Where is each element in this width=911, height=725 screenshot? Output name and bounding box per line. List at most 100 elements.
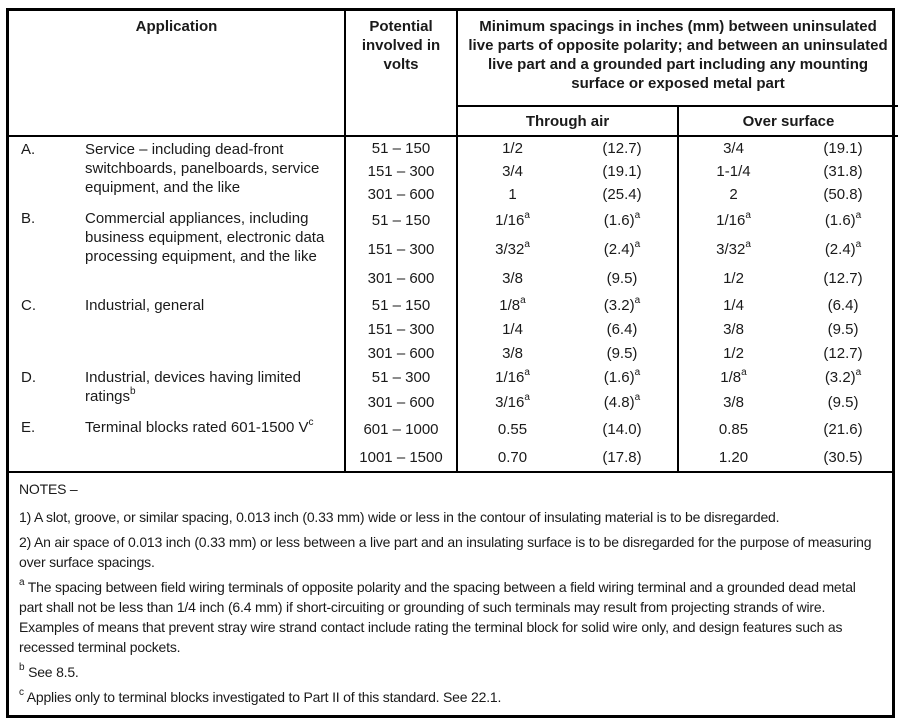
application-letter: A. (21, 141, 36, 158)
through-air-mm-cell: (4.8)a (567, 390, 679, 415)
through-air-mm-cell: (6.4) (567, 317, 679, 341)
over-surface-inches-cell: 1/2 (723, 344, 744, 362)
through-air-mm-cell: (14.0) (567, 415, 679, 443)
table-row: C. Industrial, general 51 – 150 1/8a (3.2)a 1… (9, 293, 898, 365)
over-surface-mm-cell: (6.4) (827, 296, 859, 314)
over-surface-inches-cell: 3/32a (716, 239, 751, 259)
through-air-mm-cell: (19.1) (567, 160, 679, 183)
note-item: 1) A slot, groove, or similar spacing, 0… (19, 509, 780, 525)
application-cell: C. Industrial, general (9, 293, 346, 365)
through-air-mm-cell: (17.8) (567, 443, 679, 471)
table-row: 301 – 600 1 (25.4) 2 (50.8) (9, 183, 898, 206)
volts-range-cell: 51 – 150 (345, 293, 458, 317)
application-description: Commercial appliances, including busines… (85, 210, 325, 265)
table-row: 151 – 300 3/32a (2.4)a 3/32a (2.4)a (9, 235, 898, 264)
over-surface-inches-cell: 0.85 (718, 420, 749, 438)
over-surface-mm-cell: (31.8) (823, 163, 863, 180)
volts-range-cell: 151 – 300 (345, 160, 458, 183)
over-surface-mm-cell: (3.2)a (824, 367, 862, 387)
volts-range-cell: 301 – 600 (345, 341, 458, 365)
minimum-spacings-table: Application Potential involved in volts … (9, 11, 899, 471)
col-header-through-air: Through air (457, 106, 679, 137)
table-row: 151 – 300 1/4 (6.4) 3/8 (9.5) (9, 317, 898, 341)
through-air-inches-cell: 1/2 (502, 140, 523, 157)
over-surface-inches-cell: 2 (729, 186, 738, 203)
volts-range-cell: 51 – 300 (345, 365, 458, 390)
application-cell: E. Terminal blocks rated 601-1500 Vc (9, 415, 346, 471)
header-row-2: Through air Over surface (9, 106, 899, 137)
col-header-over-surface: Over surface (678, 106, 899, 137)
through-air-inches-cell: 3/32a (495, 239, 530, 259)
through-air-inches-cell: 1/4 (502, 320, 523, 338)
through-air-inches-cell: 3/8 (502, 270, 523, 287)
over-surface-mm-cell: (12.7) (823, 270, 863, 287)
volts-range-cell: 301 – 600 (345, 390, 458, 415)
over-surface-mm-cell: (50.8) (823, 186, 863, 203)
spacings-table: Application Potential involved in volts … (6, 8, 899, 718)
through-air-inches-cell: 3/16a (495, 392, 530, 412)
over-surface-mm-cell: (30.5) (823, 448, 863, 466)
table-row: 151 – 300 3/4 (19.1) 1-1/4 (31.8) (9, 160, 898, 183)
through-air-inches-cell: 3/8 (502, 344, 523, 362)
table-body: A. Service – including dead-front switchb… (9, 136, 898, 471)
through-air-mm-cell: (2.4)a (567, 235, 679, 264)
through-air-mm-cell: (25.4) (567, 183, 679, 206)
application-letter: C. (21, 297, 36, 314)
over-surface-inches-cell: 1.20 (718, 448, 749, 466)
notes-section: NOTES – 1) A slot, groove, or similar sp… (9, 471, 892, 715)
application-description: Industrial, general (85, 297, 205, 314)
table-row: E. Terminal blocks rated 601-1500 Vc 601 –… (9, 415, 898, 471)
over-surface-inches-cell: 1/4 (723, 296, 744, 314)
through-air-inches-cell: 1 (508, 186, 517, 203)
through-air-inches-cell: 3/4 (502, 163, 523, 180)
volts-range-cell: 51 – 150 (345, 136, 458, 160)
application-letter: D. (21, 369, 36, 386)
over-surface-mm-cell: (2.4)a (824, 239, 862, 259)
through-air-mm-cell: (9.5) (567, 341, 679, 365)
volts-range-cell: 301 – 600 (345, 264, 458, 293)
over-surface-inches-cell: 1/2 (723, 270, 744, 287)
table-row: 301 – 600 3/16a (4.8)a 3/8 (9.5) (9, 390, 898, 415)
volts-range-cell: 1001 – 1500 (345, 443, 458, 471)
over-surface-mm-cell: (1.6)a (824, 210, 862, 230)
note-item: 2) An air space of 0.013 inch (0.33 mm) … (19, 534, 872, 570)
application-description: Terminal blocks rated 601-1500 Vc (85, 417, 314, 437)
through-air-mm-cell: (1.6)a (567, 206, 679, 235)
table-row: D. Industrial, devices having limited rat… (9, 365, 898, 415)
volts-range-cell: 151 – 300 (345, 317, 458, 341)
table-row: A. Service – including dead-front switchb… (9, 136, 898, 206)
over-surface-mm-cell: (21.6) (823, 420, 863, 438)
volts-range-cell: 151 – 300 (345, 235, 458, 264)
through-air-inches-cell: 1/8a (499, 294, 526, 314)
over-surface-mm-cell: (19.1) (823, 140, 863, 157)
volts-range-cell: 51 – 150 (345, 206, 458, 235)
through-air-inches-cell: 0.70 (497, 448, 528, 466)
application-cell: D. Industrial, devices having limited rat… (9, 365, 346, 415)
through-air-mm-cell: (3.2)a (567, 293, 679, 317)
table-header: Application Potential involved in volts … (9, 11, 899, 137)
through-air-inches-cell: 0.55 (497, 420, 528, 438)
note-item: b See 8.5. (19, 662, 79, 680)
application-letter: B. (21, 210, 36, 227)
note-item: c Applies only to terminal blocks invest… (19, 687, 502, 705)
notes-list: 1) A slot, groove, or similar spacing, 0… (19, 507, 882, 707)
over-surface-inches-cell: 1/16a (716, 210, 751, 230)
through-air-mm-cell: (1.6)a (567, 365, 679, 390)
application-letter: E. (21, 419, 36, 436)
application-description: Service – including dead-front switchboa… (85, 141, 320, 196)
table-row: 1001 – 1500 0.70 (17.8) 1.20 (30.5) (9, 443, 898, 471)
over-surface-mm-cell: (9.5) (827, 320, 859, 338)
volts-range-cell: 601 – 1000 (345, 415, 458, 443)
over-surface-inches-cell: 3/8 (723, 394, 744, 411)
over-surface-inches-cell: 3/8 (723, 320, 744, 338)
col-header-potential-volts: Potential involved in volts (345, 11, 458, 137)
table-row: 301 – 600 3/8 (9.5) 1/2 (12.7) (9, 341, 898, 365)
through-air-inches-cell: 1/16a (495, 367, 530, 387)
notes-title: NOTES – (19, 481, 78, 497)
volts-range-cell: 301 – 600 (345, 183, 458, 206)
through-air-mm-cell: (12.7) (567, 136, 679, 160)
application-description: Industrial, devices having limited ratin… (85, 369, 301, 405)
application-cell: A. Service – including dead-front switchb… (9, 136, 346, 206)
over-surface-inches-cell: 1-1/4 (716, 163, 751, 180)
